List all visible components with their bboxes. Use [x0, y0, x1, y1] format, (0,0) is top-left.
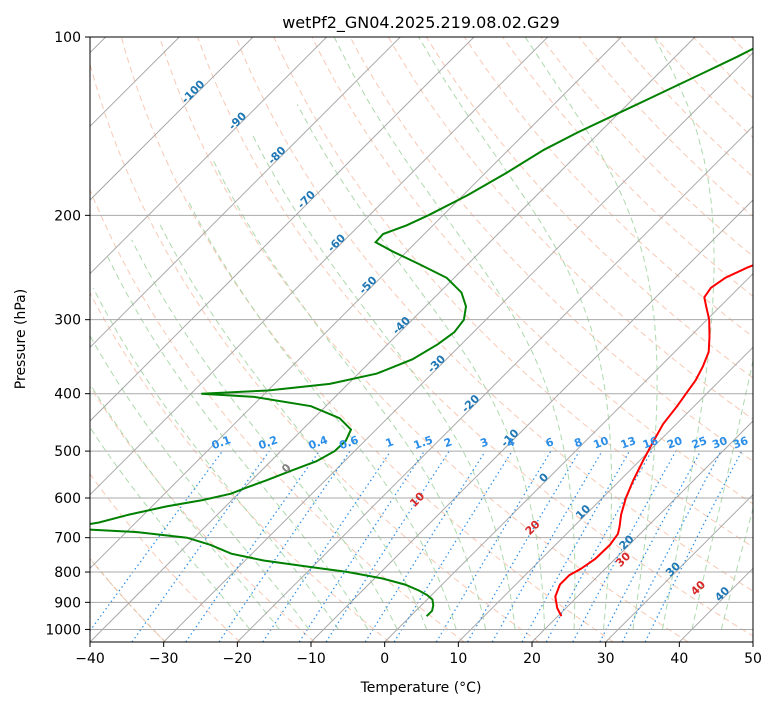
- x-tick-label: −30: [149, 651, 179, 667]
- y-tick-label: 600: [54, 491, 81, 507]
- chart-title: wetPf2_GN04.2025.219.08.02.G29: [282, 13, 560, 33]
- x-axis-label: Temperature (°C): [360, 680, 482, 696]
- y-tick-label: 900: [54, 595, 81, 611]
- y-tick-label: 400: [54, 387, 81, 403]
- x-tick-label: 50: [744, 651, 762, 667]
- x-tick-label: 20: [523, 651, 541, 667]
- y-tick-label: 200: [54, 208, 81, 224]
- y-tick-label: 500: [54, 444, 81, 460]
- y-tick-label: 800: [54, 565, 81, 581]
- y-tick-label: 100: [54, 30, 81, 46]
- x-tick-label: −20: [223, 651, 253, 667]
- x-tick-label: 30: [597, 651, 615, 667]
- y-tick-label: 700: [54, 531, 81, 547]
- y-tick-label: 1000: [45, 622, 81, 638]
- y-tick-label: 300: [54, 313, 81, 329]
- y-axis-label: Pressure (hPa): [13, 289, 29, 389]
- x-tick-label: −40: [75, 651, 105, 667]
- x-tick-label: 10: [449, 651, 467, 667]
- x-tick-label: 0: [380, 651, 389, 667]
- x-tick-label: −10: [296, 651, 326, 667]
- x-tick-label: 40: [670, 651, 688, 667]
